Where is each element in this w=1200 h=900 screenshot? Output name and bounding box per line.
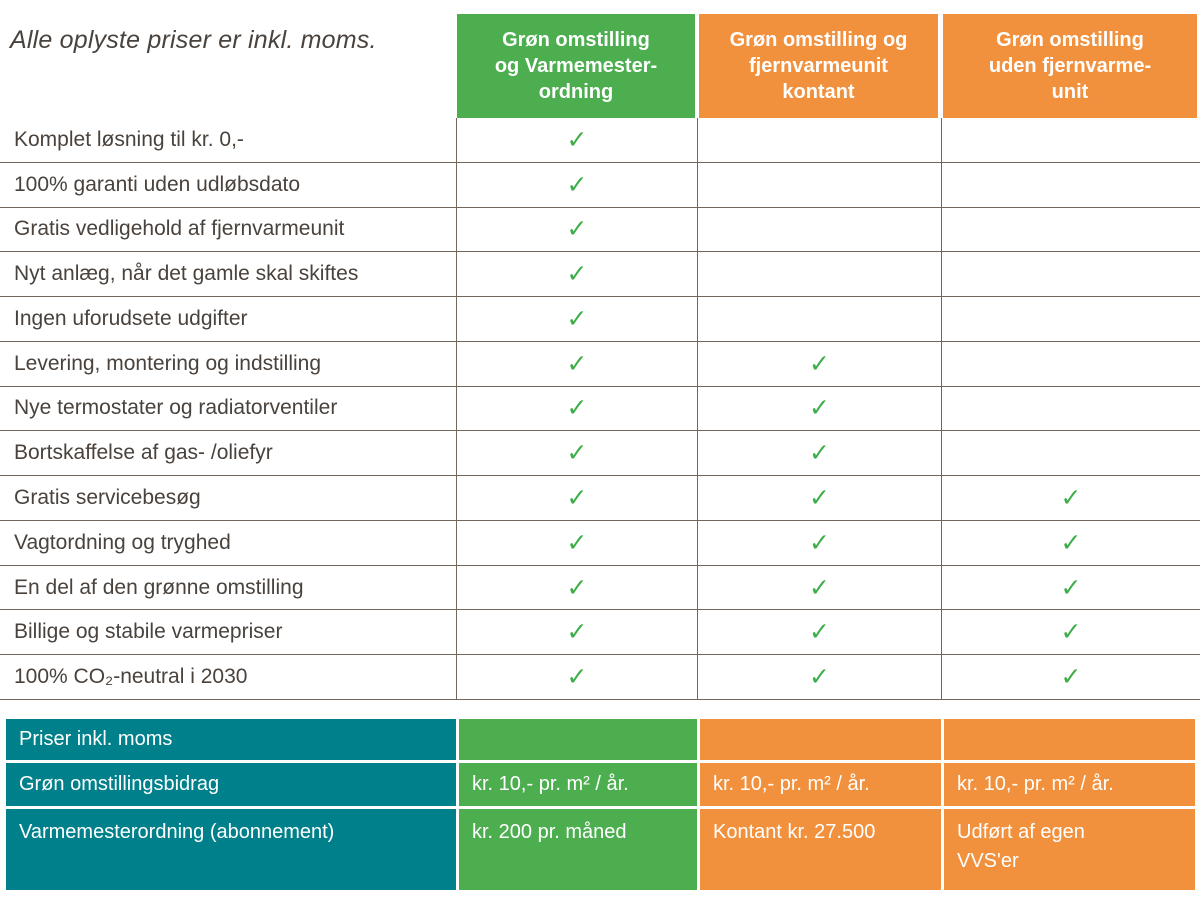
feature-label: 100% CO₂-neutral i 2030 — [14, 665, 248, 689]
check-icon: ✓ — [941, 655, 1200, 699]
column-header-unit-kontant: Grøn omstilling og fjernvarmeunit kontan… — [699, 14, 938, 118]
check-icon: ✓ — [697, 476, 941, 520]
check-icon: ✓ — [456, 118, 697, 162]
check-icon — [941, 252, 1200, 297]
feature-label: Gratis vedligehold af fjernvarmeunit — [14, 217, 345, 241]
check-icon: ✓ — [456, 207, 697, 252]
feature-label: Levering, montering og indstilling — [14, 351, 322, 375]
column-header-uden-unit: Grøn omstilling uden fjernvarme- unit — [943, 14, 1197, 118]
check-icon: ✓ — [697, 655, 941, 699]
check-icon: ✓ — [456, 162, 697, 207]
table-row: Nyt anlæg, når det gamle skal skiftes ✓ — [0, 252, 1200, 298]
check-icon: ✓ — [697, 386, 941, 431]
table-row: 100% garanti uden udløbsdato ✓ — [0, 162, 1200, 208]
price-cell: Udført af egen VVS'er — [944, 809, 1195, 890]
check-icon: ✓ — [941, 476, 1200, 520]
check-icon: ✓ — [456, 341, 697, 386]
feature-label: Bortskaffelse af gas- /oliefyr — [14, 441, 273, 465]
check-icon: ✓ — [456, 565, 697, 610]
table-row: Gratis servicebesøg ✓ ✓ ✓ — [0, 476, 1200, 521]
check-icon: ✓ — [697, 431, 941, 476]
price-cell — [700, 719, 941, 760]
feature-label: Gratis servicebesøg — [14, 486, 201, 509]
price-row-label: Varmemesterordning (abonnement) — [6, 809, 456, 890]
check-icon — [941, 162, 1200, 207]
price-section-title: Priser inkl. moms — [6, 719, 456, 760]
check-icon — [697, 252, 941, 297]
price-cell: Kontant kr. 27.500 — [700, 809, 941, 890]
price-cell — [944, 719, 1195, 760]
check-icon — [941, 386, 1200, 431]
column-header-varmemester: Grøn omstilling og Varmemester- ordning — [457, 14, 695, 118]
price-cell: kr. 200 pr. måned — [459, 809, 697, 890]
price-section: Priser inkl. moms Grøn omstillingsbidrag… — [6, 719, 1195, 890]
table-row: Komplet løsning til kr. 0,- ✓ — [0, 118, 1200, 163]
check-icon: ✓ — [941, 610, 1200, 655]
price-row-label: Grøn omstillingsbidrag — [6, 763, 456, 806]
feature-label: En del af den grønne omstilling — [14, 575, 304, 599]
check-icon: ✓ — [456, 297, 697, 341]
feature-label: Vagtordning og tryghed — [14, 530, 231, 554]
feature-label: 100% garanti uden udløbsdato — [14, 172, 301, 196]
check-icon — [941, 297, 1200, 341]
price-cell: kr. 10,- pr. m² / år. — [944, 763, 1195, 806]
check-icon: ✓ — [456, 386, 697, 431]
check-icon — [697, 118, 941, 162]
feature-table: Komplet løsning til kr. 0,- ✓ 100% garan… — [0, 118, 1200, 700]
table-row: Bortskaffelse af gas- /oliefyr ✓ ✓ — [0, 431, 1200, 477]
price-cell — [459, 719, 697, 760]
check-icon — [697, 297, 941, 341]
feature-label: Nye termostater og radiatorventiler — [14, 396, 338, 420]
table-row: Billige og stabile varmepriser ✓ ✓ ✓ — [0, 610, 1200, 656]
table-row: Levering, montering og indstilling ✓ ✓ — [0, 341, 1200, 387]
check-icon: ✓ — [456, 610, 697, 655]
feature-label: Nyt anlæg, når det gamle skal skiftes — [14, 262, 359, 286]
check-icon — [941, 431, 1200, 476]
check-icon: ✓ — [697, 341, 941, 386]
check-icon: ✓ — [456, 252, 697, 297]
table-row: En del af den grønne omstilling ✓ ✓ ✓ — [0, 565, 1200, 611]
check-icon — [941, 207, 1200, 252]
feature-label: Komplet løsning til kr. 0,- — [14, 127, 244, 151]
check-icon: ✓ — [456, 655, 697, 699]
price-cell: kr. 10,- pr. m² / år. — [459, 763, 697, 806]
check-icon: ✓ — [697, 610, 941, 655]
check-icon: ✓ — [941, 565, 1200, 610]
table-row: Ingen uforudsete udgifter ✓ — [0, 297, 1200, 342]
feature-label: Billige og stabile varmepriser — [14, 620, 283, 644]
table-row: Gratis vedligehold af fjernvarmeunit ✓ — [0, 207, 1200, 253]
check-icon: ✓ — [456, 476, 697, 520]
price-cell: kr. 10,- pr. m² / år. — [700, 763, 941, 806]
check-icon — [697, 207, 941, 252]
check-icon — [941, 341, 1200, 386]
check-icon — [697, 162, 941, 207]
check-icon: ✓ — [456, 431, 697, 476]
table-row: Vagtordning og tryghed ✓ ✓ ✓ — [0, 520, 1200, 566]
table-row: Nye termostater og radiatorventiler ✓ ✓ — [0, 386, 1200, 432]
check-icon: ✓ — [697, 520, 941, 565]
check-icon: ✓ — [697, 565, 941, 610]
feature-label: Ingen uforudsete udgifter — [14, 306, 248, 330]
check-icon: ✓ — [456, 520, 697, 565]
check-icon — [941, 118, 1200, 162]
vat-note: Alle oplyste priser er inkl. moms. — [10, 26, 377, 54]
table-row: 100% CO₂-neutral i 2030 ✓ ✓ ✓ — [0, 655, 1200, 700]
check-icon: ✓ — [941, 520, 1200, 565]
